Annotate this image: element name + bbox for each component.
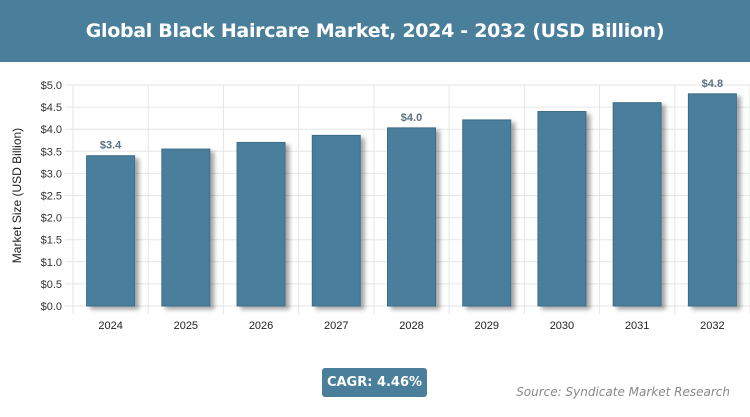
y-tick-label: $4.0 <box>41 124 62 136</box>
x-tick-label: 2031 <box>625 320 649 332</box>
bar-2029 <box>462 119 512 307</box>
bar-2030 <box>537 111 587 307</box>
bar-2032 <box>687 93 737 307</box>
chart-title: Global Black Haircare Market, 2024 - 203… <box>0 0 750 62</box>
y-tick-label: $4.5 <box>41 102 62 114</box>
y-tick-label: $3.0 <box>41 168 62 180</box>
bar-2024 <box>86 155 136 307</box>
x-tick-label: 2029 <box>474 320 498 332</box>
y-axis-label: Market Size (USD Billion) <box>10 128 24 263</box>
bar-2026 <box>236 141 286 307</box>
x-tick-label: 2026 <box>249 320 273 332</box>
y-tick-label: $3.5 <box>41 146 62 158</box>
x-tick-label: 2027 <box>324 320 348 332</box>
x-tick-label: 2024 <box>98 320 122 332</box>
y-tick-label: $2.5 <box>41 191 62 203</box>
data-label: $4.8 <box>702 78 723 90</box>
x-tick-label: 2032 <box>700 320 724 332</box>
data-label: $4.0 <box>401 112 422 124</box>
y-tick-label: $1.0 <box>41 257 62 269</box>
bar-chart: $0.0 $0.5 $1.0 $1.5 $2.0 $2.5 $3.0 $3.5 $4.0 $4.5… <box>10 78 750 332</box>
y-tick-label: $5.0 <box>41 80 62 92</box>
bar-2028 <box>387 127 436 307</box>
y-tick-label: $2.0 <box>41 213 62 225</box>
x-tick-label: 2028 <box>399 320 423 332</box>
x-tick-label: 2030 <box>550 320 574 332</box>
bar-2031 <box>612 102 662 307</box>
y-tick-label: $1.5 <box>41 235 62 247</box>
y-tick-label: $0.5 <box>41 279 62 291</box>
bar-2027 <box>311 134 361 307</box>
cagr-badge: CAGR: 4.46% <box>322 368 427 397</box>
bar-2025 <box>161 148 211 307</box>
y-tick-label: $0.0 <box>41 301 62 313</box>
data-label: $3.4 <box>100 140 122 152</box>
x-tick-label: 2025 <box>174 320 198 332</box>
source-note: Source: Syndicate Market Research <box>516 385 730 399</box>
